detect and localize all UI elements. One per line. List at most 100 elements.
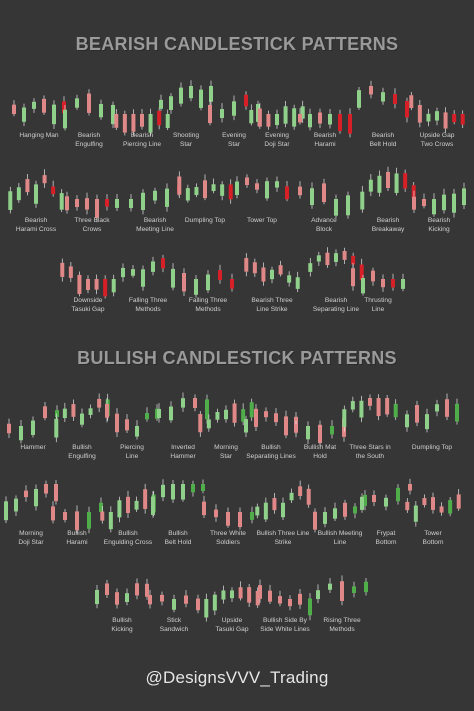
candle-body (372, 494, 376, 503)
candlestick-illustration (202, 495, 254, 530)
pattern-bullish-2-1: Stick Sandwich (144, 565, 204, 634)
candle-body (224, 409, 228, 420)
candle-body (275, 114, 279, 126)
candle-body (342, 251, 347, 260)
candle-body (325, 252, 330, 266)
candle-body (268, 590, 272, 602)
candle-body (435, 111, 439, 121)
candle-body (381, 279, 385, 288)
candlestick-illustration (4, 479, 58, 524)
pattern-label: Bearish Piercing Line (122, 132, 162, 148)
candle-body (323, 512, 327, 524)
candle-body (62, 101, 66, 114)
candle-body (272, 498, 277, 511)
candle-body (196, 598, 200, 611)
candle-body (206, 419, 211, 429)
candle-body (179, 87, 183, 104)
candle-body (230, 590, 234, 599)
pattern-bullish-1-7: Frypat Bottom (356, 478, 416, 547)
candle-body (201, 484, 205, 492)
candle-body (371, 270, 375, 282)
pattern-label: Inverted Hammer (170, 444, 196, 460)
candle-body (131, 114, 136, 132)
candle-body (431, 497, 435, 510)
candle-body (348, 114, 352, 134)
candle-body (275, 181, 279, 188)
pattern-bullish-0-5: Bullish Separating Lines (241, 392, 301, 461)
candle-body (425, 414, 429, 430)
candle-body (350, 401, 355, 410)
pattern-label: Morning Doji Star (18, 530, 44, 546)
candle-body (254, 408, 258, 427)
candlestick-illustration (95, 578, 149, 609)
pattern-bearish-1-2: Bearish Meeting Line (125, 165, 185, 234)
pattern-label: Hanging Man (19, 132, 59, 139)
candlestick-illustration (351, 262, 405, 296)
candle-body (169, 406, 173, 421)
candle-body (169, 96, 173, 110)
candle-body (442, 194, 446, 211)
candle-body (34, 184, 38, 204)
candle-body (257, 108, 262, 127)
candle-body (157, 110, 162, 126)
candle-body (241, 409, 246, 422)
pattern-label: Hammer (20, 444, 46, 451)
candle-body (351, 268, 355, 287)
candle-body (182, 272, 186, 292)
candle-body (199, 89, 203, 108)
pattern-label: Falling Three Methods (188, 297, 228, 313)
pattern-bearish-1-5: Advance Block (294, 165, 354, 234)
candle-body (359, 264, 364, 281)
candle-body (426, 113, 431, 122)
candle-body (212, 594, 217, 611)
candle-body (165, 114, 170, 128)
candle-body (220, 109, 224, 118)
candle-body (65, 196, 69, 211)
candle-body (460, 114, 465, 125)
candle-body (185, 188, 190, 201)
candle-body (115, 413, 119, 433)
candle-body (8, 191, 13, 210)
candle-body (226, 512, 230, 526)
candle-body (105, 199, 109, 207)
pattern-label: Bullish Meeting Line (317, 530, 363, 546)
pattern-bullish-1-5: Bullish Three Line Strike (253, 478, 313, 547)
candle-body (363, 494, 367, 506)
candle-body (181, 484, 185, 500)
pattern-bearish-0-5: Evening Doji Star (247, 80, 307, 149)
candlestick-illustration (7, 402, 59, 444)
candlestick-illustration (12, 95, 66, 130)
candle-body (263, 502, 268, 520)
candle-body (161, 258, 165, 269)
candle-body (452, 114, 457, 123)
candle-body (245, 177, 249, 185)
pattern-label: Bullish Engulfing (68, 444, 96, 460)
candle-body (250, 512, 254, 520)
candle-body (300, 106, 305, 119)
candle-body (391, 279, 395, 288)
candle-body (238, 512, 242, 528)
candle-body (157, 408, 161, 418)
candlestick-illustration (63, 89, 115, 131)
candle-body (334, 199, 338, 216)
candle-body (313, 511, 317, 530)
bullish-title: BULLISH CANDLESTICK PATTERNS (77, 348, 397, 368)
candle-body (204, 599, 209, 618)
candle-body (105, 583, 109, 595)
pattern-label: Evening Doji Star (264, 132, 290, 148)
pattern-label: Bullish Harami (66, 530, 88, 546)
pattern-label: Bullish Separating Lines (246, 444, 296, 460)
pattern-label: Stick Sandwich (159, 617, 189, 633)
candle-body (264, 411, 268, 418)
pattern-label: Rising Three Methods (323, 617, 361, 633)
candlestick-illustration (357, 80, 409, 123)
pattern-label: Shooting Star (172, 132, 200, 148)
candle-body (42, 98, 46, 113)
candle-body (145, 583, 149, 597)
candle-body (34, 488, 38, 507)
bearish-title: BEARISH CANDLESTICK PATTERNS (75, 34, 399, 54)
candlestick-illustration (405, 393, 459, 433)
candle-body (4, 501, 8, 521)
candle-body (160, 594, 164, 602)
candle-body (218, 270, 222, 281)
